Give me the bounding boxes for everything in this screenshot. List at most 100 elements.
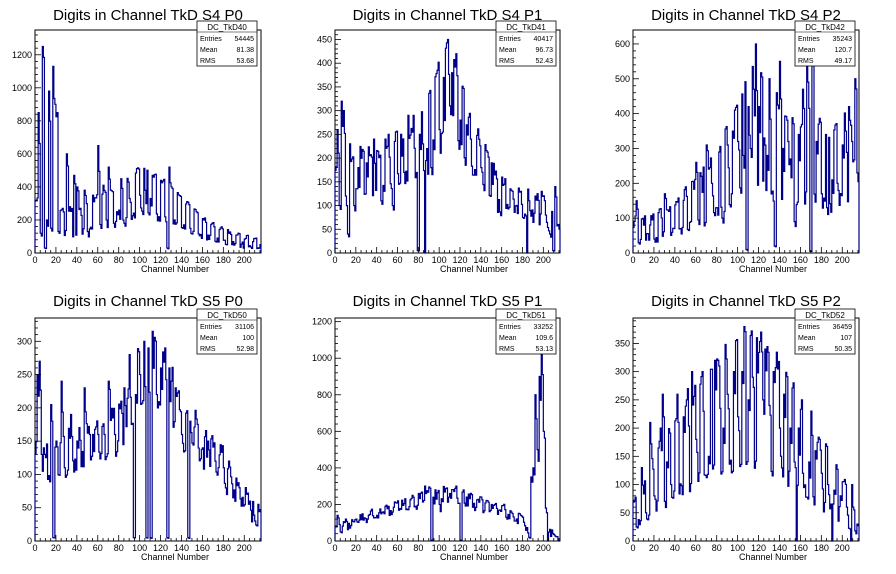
histogram-panel-5: Digits in Channel TkD S5 P2 0 20 40 60 80 100 1…	[615, 293, 860, 562]
plot-title: Digits in Channel TkD S5 P1	[353, 293, 543, 310]
plot-frame	[34, 317, 262, 542]
histogram-line	[334, 346, 560, 542]
y-tick-label: 100	[17, 469, 32, 479]
stats-value: 53.68	[236, 58, 254, 65]
stats-value: 36459	[833, 324, 853, 331]
stats-label: Entries	[200, 324, 222, 331]
histogram-line	[632, 43, 860, 253]
x-tick-label: 140	[473, 543, 488, 553]
y-tick-label: 250	[17, 370, 32, 380]
x-tick-label: 100	[132, 543, 147, 553]
y-tick-label: 600	[17, 149, 32, 159]
x-tick-label: 20	[351, 543, 361, 553]
stats-label: Mean	[200, 335, 218, 342]
y-tick-label: 400	[317, 58, 332, 68]
x-tick-label: 80	[114, 543, 124, 553]
y-tick-label: 0	[327, 536, 332, 546]
x-tick-label: 60	[392, 255, 402, 265]
x-tick-label: 60	[691, 255, 701, 265]
stats-value: 40417	[534, 36, 554, 43]
stats-value: 107	[840, 335, 852, 342]
stats-value: 49.17	[834, 58, 852, 65]
y-tick-label: 450	[317, 34, 332, 44]
histogram-panel-1: Digits in Channel TkD S4 P1 0 20 40 60 80 100 1…	[317, 7, 561, 274]
y-tick-label: 500	[615, 74, 630, 84]
stats-value: 100	[242, 335, 254, 342]
plot-frame	[334, 317, 561, 542]
x-tick-label: 0	[630, 543, 635, 553]
x-tick-label: 180	[216, 543, 231, 553]
stats-label: Entries	[200, 36, 222, 43]
y-tick-label: 300	[615, 143, 630, 153]
histogram-line	[632, 326, 860, 542]
stats-name: DC_TkD51	[506, 311, 546, 320]
y-tick-label: 300	[615, 367, 630, 377]
x-tick-label: 40	[670, 543, 680, 553]
stats-name: DC_TkD41	[506, 23, 546, 32]
x-tick-label: 160	[494, 255, 509, 265]
stats-label: RMS	[200, 58, 216, 65]
stats-label: Entries	[499, 36, 521, 43]
x-tick-label: 0	[332, 543, 337, 553]
y-tick-label: 400	[317, 463, 332, 473]
x-tick-label: 80	[413, 255, 423, 265]
y-tick-label: 200	[615, 423, 630, 433]
x-tick-label: 60	[93, 255, 103, 265]
x-tick-label: 120	[153, 255, 168, 265]
x-tick-label: 200	[237, 255, 252, 265]
plot-frame	[334, 29, 561, 254]
x-tick-label: 100	[432, 255, 447, 265]
stats-box: DC_TkD40 Entries 54445 Mean 81.38 RMS 53.68	[196, 20, 258, 67]
stats-box: DC_TkD50 Entries 31106 Mean 100 RMS 52.98	[196, 308, 258, 355]
stats-label: RMS	[499, 346, 515, 353]
plot-title: Digits in Channel TkD S4 P2	[651, 7, 841, 24]
plot-title: Digits in Channel TkD S4 P1	[353, 7, 543, 24]
y-tick-label: 200	[17, 215, 32, 225]
x-tick-label: 20	[649, 543, 659, 553]
x-tick-label: 80	[712, 543, 722, 553]
stats-value: 109.6	[535, 335, 553, 342]
x-tick-label: 20	[51, 543, 61, 553]
y-tick-label: 0	[27, 536, 32, 546]
x-tick-label: 140	[174, 255, 189, 265]
y-tick-label: 200	[317, 499, 332, 509]
x-tick-label: 120	[751, 255, 766, 265]
x-tick-label: 20	[351, 255, 361, 265]
x-tick-label: 60	[691, 543, 701, 553]
stats-value: 120.7	[834, 47, 852, 54]
stats-value: 53.13	[535, 346, 553, 353]
stats-box: DC_TkD42 Entries 35243 Mean 120.7 RMS 49.17	[794, 20, 856, 67]
stats-label: Mean	[499, 47, 517, 54]
x-axis-label: Channel Number	[739, 264, 807, 274]
y-tick-label: 200	[317, 153, 332, 163]
x-tick-label: 40	[670, 255, 680, 265]
y-tick-label: 400	[615, 109, 630, 119]
x-tick-label: 120	[452, 255, 467, 265]
stats-label: Entries	[798, 324, 820, 331]
y-tick-label: 100	[615, 480, 630, 490]
stats-name: DC_TkD52	[805, 311, 845, 320]
y-tick-label: 300	[317, 106, 332, 116]
x-tick-label: 160	[195, 255, 210, 265]
x-tick-label: 160	[195, 543, 210, 553]
x-tick-label: 140	[772, 543, 787, 553]
y-tick-label: 150	[17, 436, 32, 446]
stats-name: DC_TkD40	[207, 23, 247, 32]
x-axis-label: Channel Number	[440, 264, 508, 274]
x-tick-label: 100	[730, 255, 745, 265]
y-tick-label: 0	[327, 248, 332, 258]
x-tick-label: 20	[51, 255, 61, 265]
y-tick-label: 350	[317, 82, 332, 92]
y-tick-label: 600	[615, 39, 630, 49]
histogram-line	[334, 38, 561, 254]
stats-value: 52.43	[535, 58, 553, 65]
y-tick-label: 300	[17, 336, 32, 346]
stats-label: Mean	[798, 335, 816, 342]
x-axis-label: Channel Number	[739, 552, 807, 562]
x-tick-label: 160	[494, 543, 509, 553]
x-tick-label: 60	[93, 543, 103, 553]
x-tick-label: 180	[814, 255, 829, 265]
stats-label: Mean	[200, 47, 218, 54]
x-tick-label: 100	[432, 543, 447, 553]
